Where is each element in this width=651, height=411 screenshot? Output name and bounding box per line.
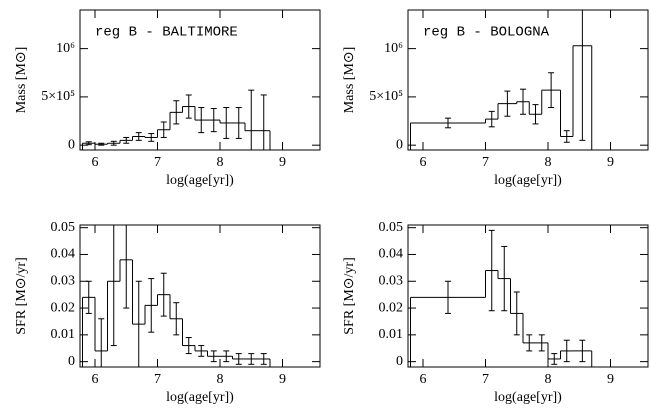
y-axis-label: SFR [M⊙/yr]: [342, 257, 357, 334]
x-tick-label: 6: [420, 155, 427, 170]
y-tick-label: 0.03: [51, 273, 76, 288]
y-axis-label: Mass [M⊙]: [342, 47, 357, 114]
y-axis-label: Mass [M⊙]: [14, 47, 29, 114]
y-tick-label: 10⁶: [56, 41, 75, 56]
panel-title: reg B - BOLOGNA: [423, 25, 550, 41]
x-tick-label: 7: [482, 372, 489, 387]
y-tick-label: 5×10⁵: [41, 89, 75, 104]
plot-area: [82, 89, 271, 150]
x-tick-label: 7: [154, 155, 161, 170]
x-tick-label: 8: [217, 155, 224, 170]
x-tick-label: 9: [279, 372, 286, 387]
x-tick-label: 6: [92, 372, 99, 387]
y-tick-label: 5×10⁵: [369, 89, 403, 104]
y-tick-label: 0.05: [379, 220, 404, 235]
plot-area: [410, 10, 593, 150]
y-tick-label: 0.04: [379, 247, 404, 262]
x-tick-label: 9: [607, 372, 614, 387]
y-tick-label: 0.01: [379, 327, 404, 342]
y-tick-label: 0: [396, 354, 403, 369]
frame: [407, 9, 649, 151]
y-tick-label: 0.04: [51, 247, 76, 262]
y-tick-label: 0.02: [379, 300, 404, 315]
x-tick-label: 8: [545, 372, 552, 387]
x-tick-label: 7: [482, 155, 489, 170]
x-axis-label: log(age[yr]): [494, 390, 562, 405]
x-tick-label: 6: [92, 155, 99, 170]
y-tick-label: 0.01: [51, 327, 76, 342]
x-tick-label: 8: [545, 155, 552, 170]
x-tick-label: 8: [217, 372, 224, 387]
x-tick-label: 9: [607, 155, 614, 170]
x-axis-label: log(age[yr]): [166, 173, 234, 188]
y-tick-label: 0.05: [51, 220, 76, 235]
plot-area: [410, 229, 593, 367]
plot-area: [82, 225, 271, 367]
y-tick-label: 10⁶: [384, 41, 403, 56]
y-tick-label: 0: [396, 137, 403, 152]
y-tick-label: 0: [68, 354, 75, 369]
y-tick-label: 0: [68, 137, 75, 152]
x-axis-label: log(age[yr]): [166, 390, 234, 405]
frame: [407, 224, 649, 368]
x-tick-label: 7: [154, 372, 161, 387]
frame: [79, 9, 321, 151]
x-tick-label: 6: [420, 372, 427, 387]
y-tick-label: 0.02: [51, 300, 76, 315]
panel-title: reg B - BALTIMORE: [95, 25, 238, 41]
x-tick-label: 9: [279, 155, 286, 170]
y-tick-label: 0.03: [379, 273, 404, 288]
y-axis-label: SFR [M⊙/yr]: [14, 257, 29, 334]
x-axis-label: log(age[yr]): [494, 173, 562, 188]
frame: [79, 224, 321, 368]
